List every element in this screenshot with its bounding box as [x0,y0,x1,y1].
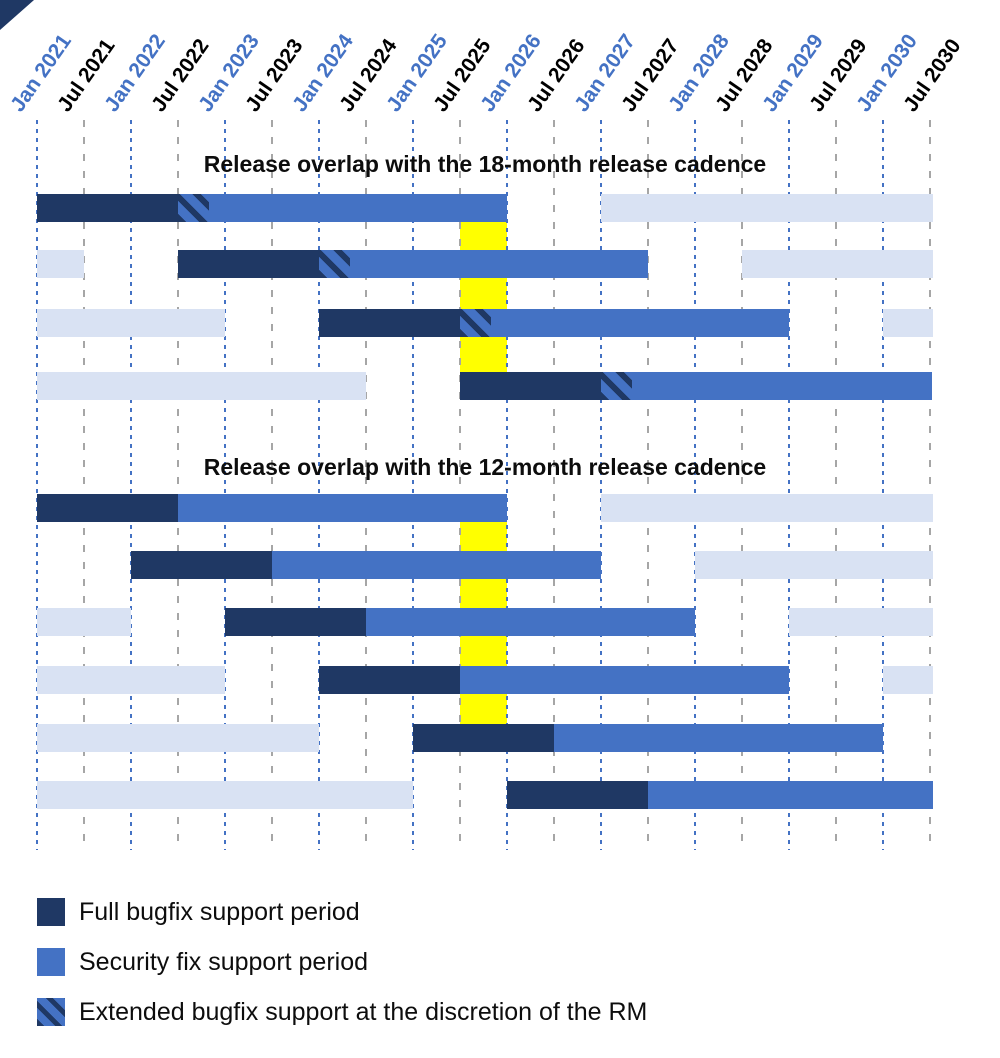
section-title-12-month: Release overlap with the 12-month releas… [203,454,767,480]
bar-adjacent [37,250,84,278]
bar-adjacent [883,309,934,337]
gridline-jul [647,120,649,850]
bar-extended [601,372,633,400]
legend-swatch-extended-bugfix [37,998,65,1026]
bar-extended [460,309,492,337]
gridline-jul [553,120,555,850]
gridline-jan [506,120,508,850]
bar-adjacent [37,666,225,694]
bar-full [225,608,366,636]
bar-full [178,250,319,278]
legend-item-security: Security fix support period [37,947,368,977]
gridline-jan [224,120,226,850]
bar-security [366,608,695,636]
gridline-jul [929,120,931,850]
gridline-jul [83,120,85,850]
bar-adjacent [37,781,413,809]
bar-full [413,724,554,752]
bar-full [460,372,601,400]
section-title-18-month: Release overlap with the 18-month releas… [203,151,767,177]
bar-adjacent [37,309,225,337]
bar-adjacent [789,608,934,636]
highlight-column-section-1 [460,194,507,400]
bar-security [460,666,789,694]
bar-full [131,551,272,579]
legend-swatch-security-fix [37,948,65,976]
bar-security [178,494,507,522]
bar-security [554,724,883,752]
bar-adjacent [37,372,366,400]
legend-item-full: Full bugfix support period [37,897,360,927]
gridline-jul [459,120,461,850]
bar-adjacent [742,250,934,278]
bar-adjacent [883,666,934,694]
bar-security [632,372,932,400]
gridline-jul [835,120,837,850]
gridline-jul [741,120,743,850]
bar-security [272,551,601,579]
bar-full [37,494,178,522]
gridline-jan [600,120,602,850]
bar-security [491,309,789,337]
legend-label-security-fix: Security fix support period [79,947,369,976]
gridline-jul [365,120,367,850]
gridline-jan [130,120,132,850]
corner-artifact [0,0,34,30]
gridline-jul [177,120,179,850]
legend-label-extended-bugfix: Extended bugfix support at the discretio… [79,997,648,1026]
legend-swatch-full-bugfix [37,898,65,926]
gridline-jul [271,120,273,850]
gridline-jan [36,120,38,850]
bar-extended [319,250,351,278]
gridline-jan [788,120,790,850]
legend-label-full-bugfix: Full bugfix support period [79,897,360,926]
bar-adjacent [695,551,934,579]
bar-adjacent [601,494,934,522]
bar-adjacent [37,608,131,636]
bar-full [319,666,460,694]
bar-adjacent [37,724,319,752]
gridline-jan [882,120,884,850]
bar-full [507,781,648,809]
bar-extended [178,194,210,222]
bar-full [319,309,460,337]
legend-item-extended: Extended bugfix support at the discretio… [37,997,647,1027]
bar-full [37,194,178,222]
gridline-jan [412,120,414,850]
bar-security [648,781,934,809]
bar-adjacent [601,194,934,222]
gridline-jan [694,120,696,850]
bar-security [350,250,648,278]
gridline-jan [318,120,320,850]
bar-security [209,194,507,222]
